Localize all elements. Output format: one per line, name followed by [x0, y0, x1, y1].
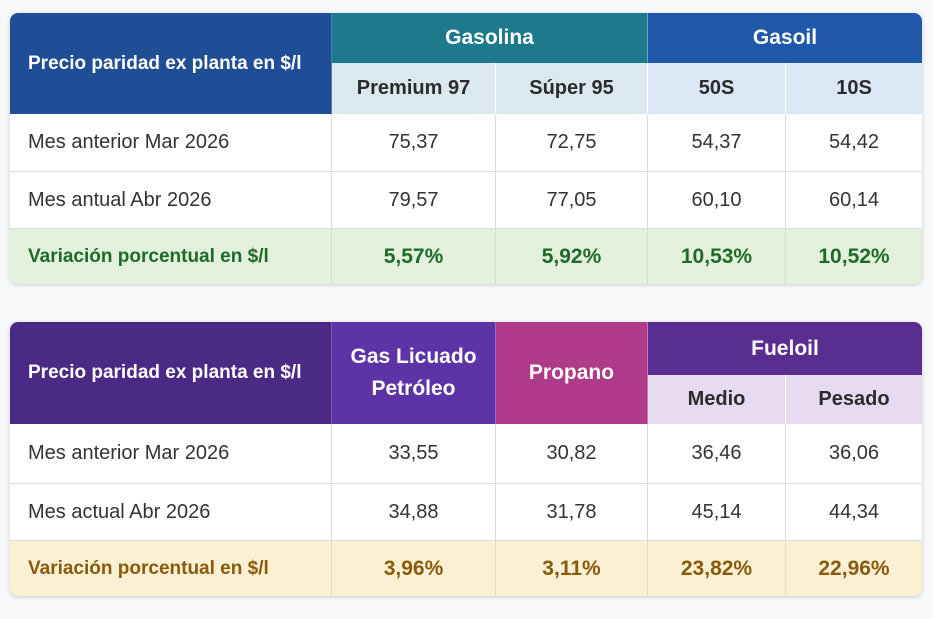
table-cell: 31,78: [496, 484, 648, 541]
table-cell: 60,10: [648, 172, 786, 229]
col-header-super-95: Súper 95: [496, 63, 648, 114]
glp-column-header: Gas Licuado Petróleo: [332, 322, 496, 424]
fuel-price-table-gasoline-gasoil: Precio paridad ex planta en $/l Gasolina…: [10, 13, 922, 284]
col-header-medio: Medio: [648, 375, 786, 424]
table-cell: 33,55: [332, 424, 496, 484]
table-cell: 60,14: [786, 172, 922, 229]
col-header-10s: 10S: [786, 63, 922, 114]
propano-column-header: Propano: [496, 322, 648, 424]
table-row-label: Mes anterior Mar 2026: [10, 114, 332, 172]
variation-cell: 23,82%: [648, 541, 786, 596]
table-cell: 72,75: [496, 114, 648, 172]
table-cell: 36,06: [786, 424, 922, 484]
table-cell: 77,05: [496, 172, 648, 229]
table-cell: 30,82: [496, 424, 648, 484]
table-cell: 79,57: [332, 172, 496, 229]
variation-cell: 10,52%: [786, 229, 922, 284]
variation-cell: 22,96%: [786, 541, 922, 596]
col-header-premium-97: Premium 97: [332, 63, 496, 114]
col-header-50s: 50S: [648, 63, 786, 114]
table-cell: 44,34: [786, 484, 922, 541]
fuel-price-table-glp-propano-fueloil: Precio paridad ex planta en $/l Gas Licu…: [10, 322, 922, 596]
table-cell: 54,37: [648, 114, 786, 172]
glp-header-line1: Gas Licuado: [350, 345, 477, 368]
col-header-pesado: Pesado: [786, 375, 922, 424]
table-cell: 34,88: [332, 484, 496, 541]
table-cell: 36,46: [648, 424, 786, 484]
table-row-label: Mes actual Abr 2026: [10, 484, 332, 541]
table-row-label: Mes antual Abr 2026: [10, 172, 332, 229]
table2-header-label: Precio paridad ex planta en $/l: [10, 322, 332, 424]
table-cell: 45,14: [648, 484, 786, 541]
table-row-label: Mes anterior Mar 2026: [10, 424, 332, 484]
variation-cell: 10,53%: [648, 229, 786, 284]
variation-cell: 5,57%: [332, 229, 496, 284]
variation-cell: 3,11%: [496, 541, 648, 596]
variation-row-label: Variación porcentual en $/l: [10, 229, 332, 284]
variation-cell: 3,96%: [332, 541, 496, 596]
glp-header-line2: Petróleo: [371, 377, 456, 400]
table1-header-label: Precio paridad ex planta en $/l: [10, 13, 332, 114]
table-cell: 54,42: [786, 114, 922, 172]
fueloil-group-header: Fueloil: [648, 322, 922, 375]
gasoil-group-header: Gasoil: [648, 13, 922, 63]
variation-row-label: Variación porcentual en $/l: [10, 541, 332, 596]
table-cell: 75,37: [332, 114, 496, 172]
variation-cell: 5,92%: [496, 229, 648, 284]
gasolina-group-header: Gasolina: [332, 13, 648, 63]
